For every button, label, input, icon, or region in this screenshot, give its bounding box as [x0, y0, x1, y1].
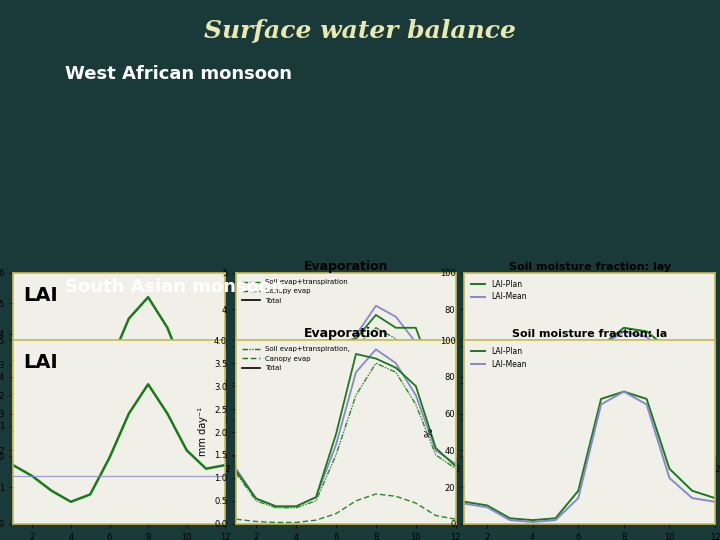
Y-axis label: mm day⁻¹: mm day⁻¹ [198, 408, 208, 456]
Text: West African monsoon: West African monsoon [65, 65, 292, 83]
Title: Evaporation: Evaporation [304, 327, 388, 340]
Legend: Soil evap+transpiration,, Canopy evap, Total: Soil evap+transpiration,, Canopy evap, T… [240, 343, 353, 374]
Y-axis label: %: % [424, 360, 434, 369]
Title: Evaporation: Evaporation [304, 260, 388, 273]
Text: LAI: LAI [24, 286, 58, 305]
Text: South Asian monsoon: South Asian monsoon [65, 278, 284, 296]
Y-axis label: mm day⁻¹: mm day⁻¹ [206, 340, 216, 389]
Y-axis label: %: % [424, 428, 434, 436]
Title: Soil moisture fraction: lay: Soil moisture fraction: lay [508, 262, 671, 272]
Legend: LAI-Plan, LAI-Mean: LAI-Plan, LAI-Mean [468, 276, 530, 305]
Text: LAI: LAI [24, 353, 58, 372]
X-axis label: Month: Month [330, 480, 361, 490]
Text: Surface water balance: Surface water balance [204, 19, 516, 43]
Legend: LAI-Plan, LAI-Mean: LAI-Plan, LAI-Mean [468, 344, 530, 372]
Legend: Soil evap+transpiration, Canopy evap, Total: Soil evap+transpiration, Canopy evap, To… [240, 276, 351, 307]
Title: Soil moisture fraction: la: Soil moisture fraction: la [512, 329, 667, 340]
X-axis label: Month: Month [575, 480, 605, 490]
